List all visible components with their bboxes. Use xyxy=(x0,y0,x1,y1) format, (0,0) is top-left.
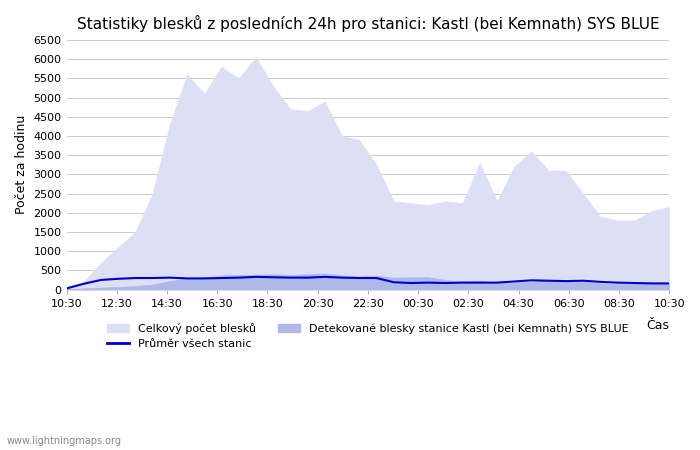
Text: www.lightningmaps.org: www.lightningmaps.org xyxy=(7,436,122,446)
Title: Statistiky blesků z posledních 24h pro stanici: Kastl (bei Kemnath) SYS BLUE: Statistiky blesků z posledních 24h pro s… xyxy=(76,15,659,32)
Y-axis label: Počet za hodinu: Počet za hodinu xyxy=(15,115,28,215)
Text: Čas: Čas xyxy=(646,320,669,333)
Legend: Celkový počet blesků, Průměr všech stanic, Detekované blesky stanice Kastl (bei : Celkový počet blesků, Průměr všech stani… xyxy=(102,318,634,354)
